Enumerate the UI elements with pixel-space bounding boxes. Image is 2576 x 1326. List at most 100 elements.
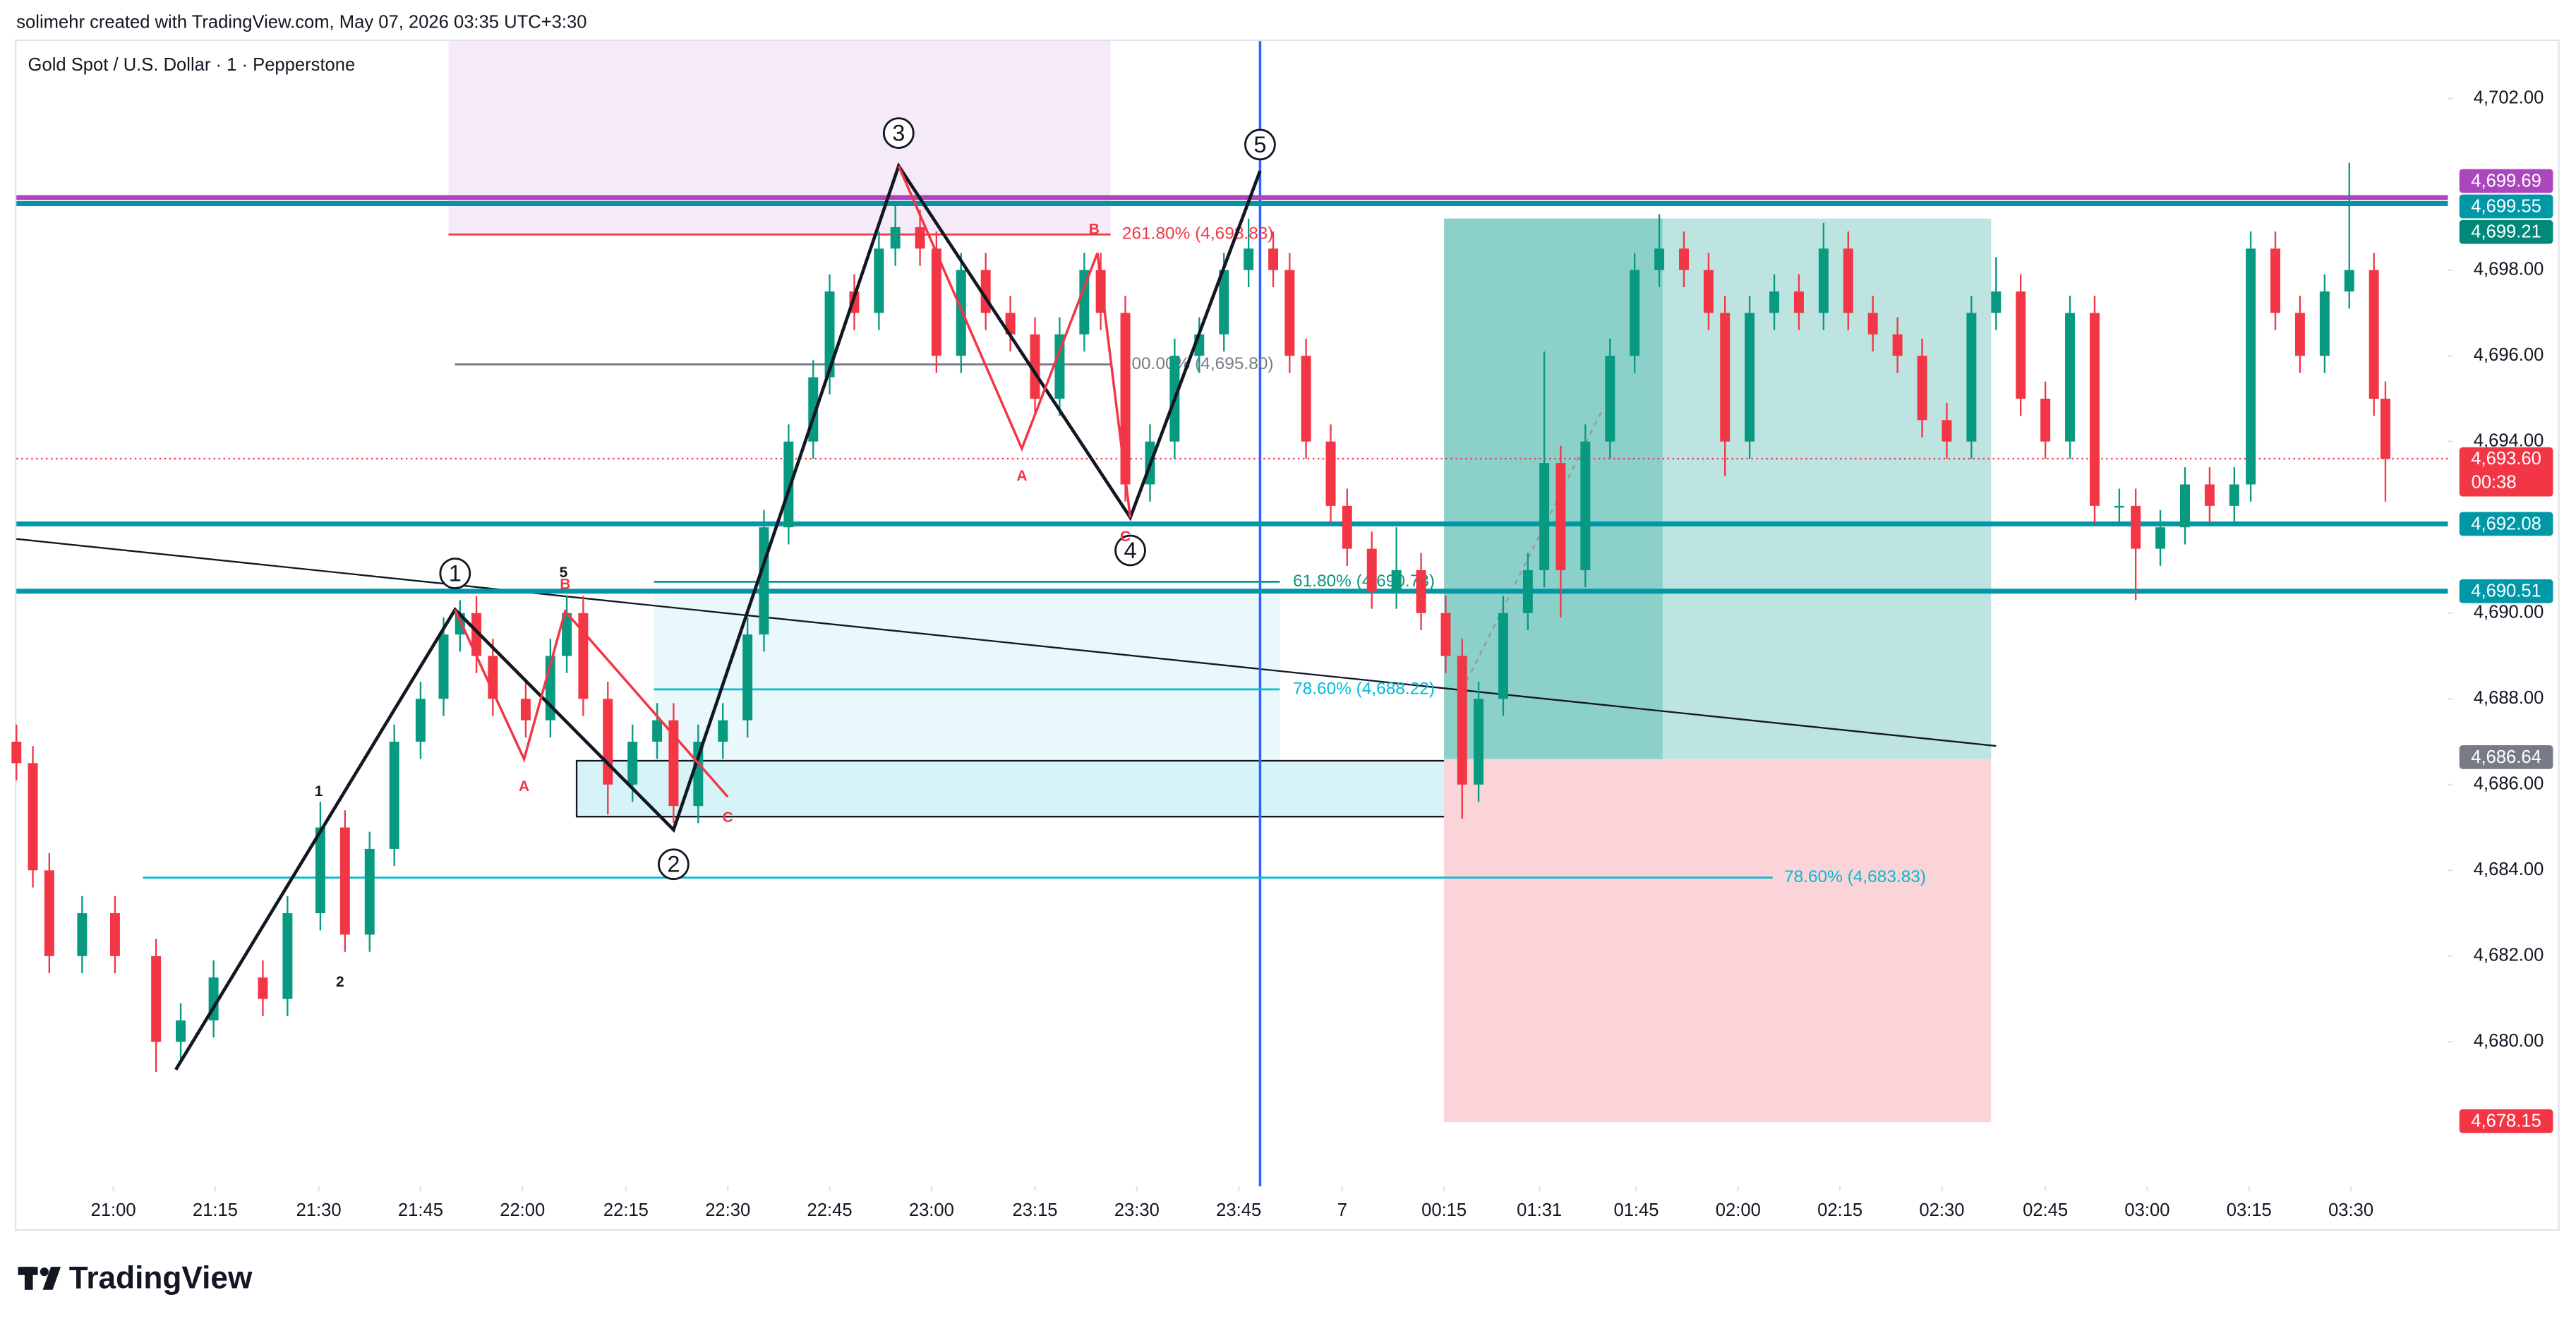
price-lines	[16, 195, 2460, 594]
fib-label: 78.60% (4,683.83)	[1784, 867, 1926, 886]
wave-label: 2	[667, 851, 680, 877]
candle-body	[364, 848, 375, 935]
logo: TradingView	[18, 1260, 253, 1295]
candle-body	[693, 742, 704, 807]
candle-body	[2344, 270, 2354, 292]
candle-body	[2246, 248, 2256, 485]
candle-body	[1342, 505, 1352, 549]
position-line	[1461, 410, 1603, 691]
price-tag	[2459, 512, 2553, 536]
candle-body	[2114, 505, 2124, 508]
candle-body	[1301, 356, 1311, 442]
price-tag	[2459, 745, 2553, 769]
candle-body	[874, 248, 884, 313]
candle-body	[2270, 248, 2280, 313]
candle-body	[1580, 441, 1591, 570]
x-tick-label: 22:30	[705, 1200, 750, 1220]
sub-label: C	[723, 809, 733, 826]
candle-body	[1268, 248, 1279, 270]
x-tick-label: 02:00	[1716, 1200, 1761, 1220]
candle-body	[1079, 270, 1090, 334]
x-tick-label: 01:31	[1517, 1200, 1562, 1220]
price-tag-label: 4,699.69	[2471, 171, 2541, 191]
candle-body	[759, 527, 769, 635]
candle-body	[151, 956, 162, 1042]
candle-body	[668, 720, 679, 807]
candle-body	[1284, 270, 1295, 356]
candle-body	[1966, 313, 1977, 442]
x-tick-label: 22:15	[603, 1200, 649, 1220]
price-tag-label: 4,699.21	[2471, 222, 2541, 242]
candle-body	[1630, 270, 1640, 356]
candle-body	[824, 291, 835, 378]
candle-body	[1605, 356, 1615, 442]
candle-body	[1030, 334, 1040, 399]
candle-body	[562, 613, 572, 656]
candle-body	[1120, 313, 1131, 485]
fib-label: 78.60% (4,688.22)	[1293, 679, 1435, 698]
candle-body	[1457, 656, 1467, 785]
price-tag	[2459, 219, 2553, 244]
price-tag-label: 4,693.60	[2471, 449, 2541, 469]
frame	[14, 39, 2560, 1231]
loss-zone	[1444, 759, 1992, 1123]
candle-body	[471, 613, 482, 656]
candle-body	[603, 699, 613, 785]
logo-mark	[24, 1267, 33, 1290]
abc-wave	[454, 608, 729, 798]
fib-label: 100.00% (4,695.80)	[1122, 354, 1274, 373]
candle-body	[282, 913, 293, 999]
sub-label: C	[1120, 529, 1131, 545]
fib-label: 61.80% (4,690.73)	[1293, 572, 1435, 591]
wave-circle	[1114, 534, 1146, 567]
price-tag-label: 4,699.55	[2471, 196, 2541, 216]
sub-label: 1	[315, 783, 323, 800]
price-tag	[2459, 447, 2553, 497]
price-tag	[2459, 169, 2553, 193]
sub-label: 5	[560, 565, 568, 581]
candle-body	[11, 742, 22, 764]
candle-body	[1679, 248, 1689, 270]
y-tick-label: 4,688.00	[2474, 688, 2544, 708]
x-tick-label: 7	[1337, 1200, 1347, 1220]
candle-body	[890, 227, 901, 249]
candle-body	[1498, 613, 1508, 699]
candle-body	[1892, 334, 1903, 356]
zone	[577, 761, 1462, 817]
candle-body	[1474, 699, 1484, 785]
y-tick-label: 4,698.00	[2474, 259, 2544, 279]
candle-body	[1991, 291, 2002, 313]
price-tag-label: 4,686.64	[2471, 747, 2541, 767]
candle-body	[1054, 334, 1065, 399]
trend-line	[16, 538, 1997, 747]
candle-body	[1843, 248, 1853, 313]
y-tick-label: 4,684.00	[2474, 860, 2544, 879]
wave-label: 4	[1124, 537, 1136, 563]
x-tick-label: 00:15	[1421, 1200, 1467, 1220]
candle-body	[915, 227, 925, 249]
sub-label: A	[519, 778, 529, 795]
candle-body	[1522, 569, 1533, 613]
candle-body	[2065, 313, 2076, 442]
x-tick-label: 21:30	[296, 1200, 342, 1220]
candle-body	[44, 870, 54, 956]
waves	[174, 162, 1262, 1071]
candle-body	[1917, 356, 1927, 421]
candle-body	[1555, 463, 1566, 570]
candle-body	[742, 634, 753, 721]
logo-mark	[40, 1267, 49, 1277]
candle-body	[415, 699, 426, 742]
wave-circle	[439, 557, 471, 589]
candle-body	[1942, 420, 1952, 442]
candle-body	[339, 827, 350, 935]
candle-body	[2179, 484, 2190, 528]
candle-body	[931, 248, 941, 356]
candle-body	[1366, 548, 1377, 592]
axes: 21:00 21:15 21:30 21:45 22:00 22:15 22:30 22:45…	[91, 88, 2553, 1220]
x-tick-label: 21:45	[398, 1200, 443, 1220]
countdown: 00:38	[2472, 473, 2517, 493]
wave-circle	[658, 848, 690, 881]
candle-body	[389, 742, 399, 849]
x-tick-label: 03:00	[2124, 1200, 2169, 1220]
